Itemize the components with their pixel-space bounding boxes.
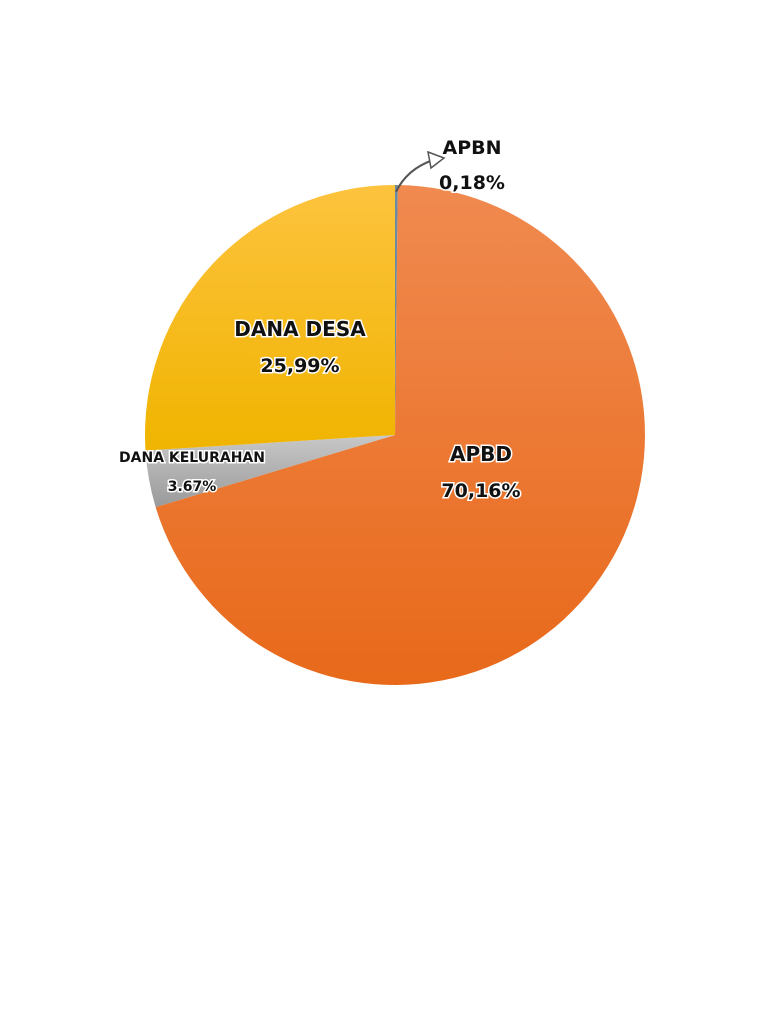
- slice-dana-desa: [145, 185, 395, 451]
- slice-apbn: [395, 185, 398, 435]
- pie-slices: [145, 185, 646, 686]
- slice-apbd: [155, 185, 646, 686]
- label-dana-desa-name: DANA DESA: [234, 317, 366, 341]
- label-dana-kelurahan-name: DANA KELURAHAN: [119, 450, 265, 466]
- label-apbd-value: 70,16%: [441, 480, 520, 502]
- label-dana-kelurahan-value: 3.67%: [168, 479, 217, 495]
- slice-dana-kelurahan: [145, 435, 395, 508]
- label-dana-desa-value: 25,99%: [260, 355, 339, 377]
- label-apbn-value: 0,18%: [439, 172, 505, 194]
- label-apbd-name: APBD: [450, 442, 512, 466]
- apbn-callout-arrow: [395, 159, 434, 193]
- apbn-callout-arrowhead: [427, 150, 446, 170]
- label-apbn-name: APBN: [442, 137, 501, 159]
